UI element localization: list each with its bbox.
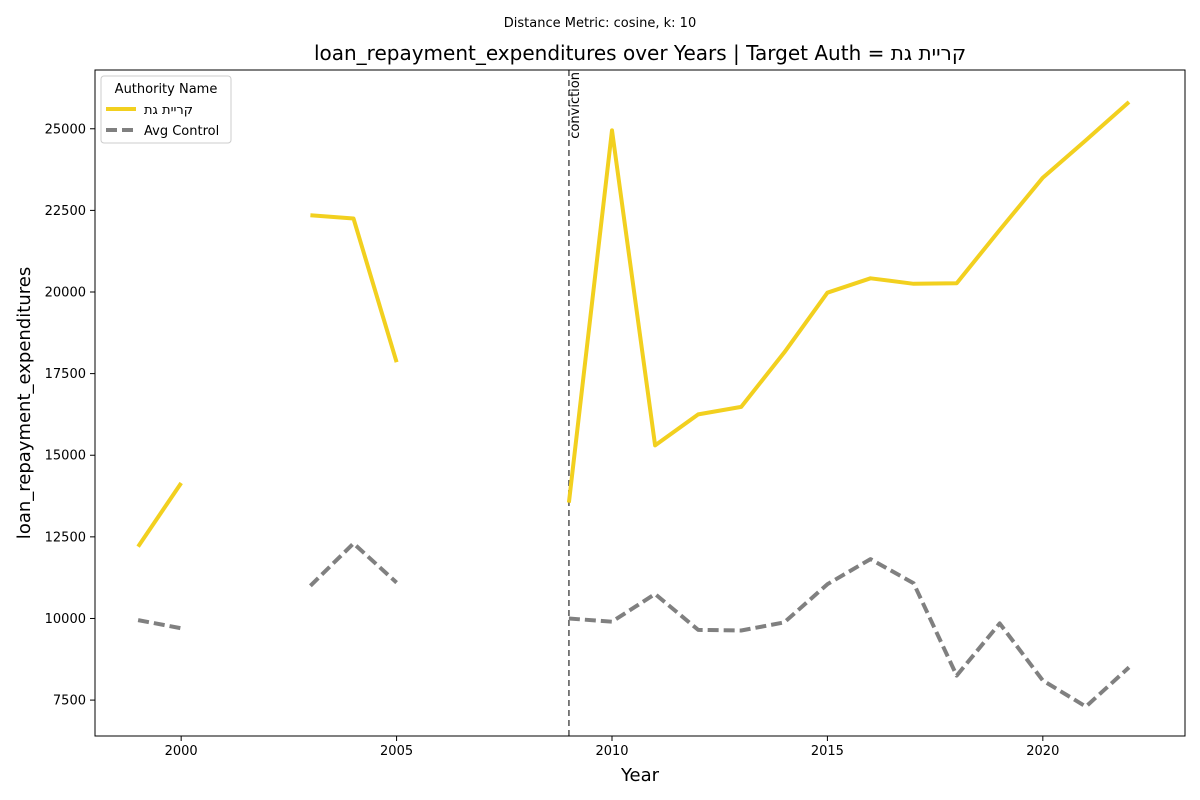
legend-box [100,75,232,144]
x-tick-label: 2010 [595,744,628,759]
chart-suptitle: Distance Metric: cosine, k: 10 [504,16,696,31]
plot-area: conviction [136,70,1131,736]
y-tick-label: 12500 [45,530,86,545]
x-tick-label: 2000 [165,744,198,759]
legend-label-avg-control: Avg Control [144,124,219,139]
y-tick-label: 7500 [53,694,86,709]
y-axis-label: loan_repayment_expenditures [14,267,35,539]
series-target-line [136,481,183,548]
y-tick-label: 22500 [45,204,86,219]
y-tick-label: 10000 [45,612,86,627]
chart-title: loan_repayment_expenditures over Years |… [314,41,966,65]
legend: Authority Name קריית גת Avg Control [100,75,232,144]
series-avg-control-line [137,618,182,631]
series-target-line [566,100,1131,503]
series-avg-control-line [308,541,398,588]
y-axis: 7500 10000 12500 15000 17500 20000 22500 25000 [45,122,95,709]
y-tick-label: 25000 [45,122,86,137]
x-tick-label: 2020 [1026,744,1059,759]
x-axis-label: Year [620,765,660,786]
y-tick-label: 17500 [45,367,86,382]
legend-label-target: קריית גת [144,103,193,118]
x-axis: 2000 2005 2010 2015 2020 [165,736,1059,759]
plot-frame [94,69,1186,737]
legend-title: Authority Name [115,82,218,97]
series-avg-control-line [568,557,1131,709]
y-tick-label: 15000 [45,449,86,464]
x-tick-label: 2015 [811,744,844,759]
y-tick-label: 20000 [45,286,86,301]
annotation-label: conviction [568,72,583,139]
series-target-line [310,213,399,363]
x-tick-label: 2005 [380,744,413,759]
